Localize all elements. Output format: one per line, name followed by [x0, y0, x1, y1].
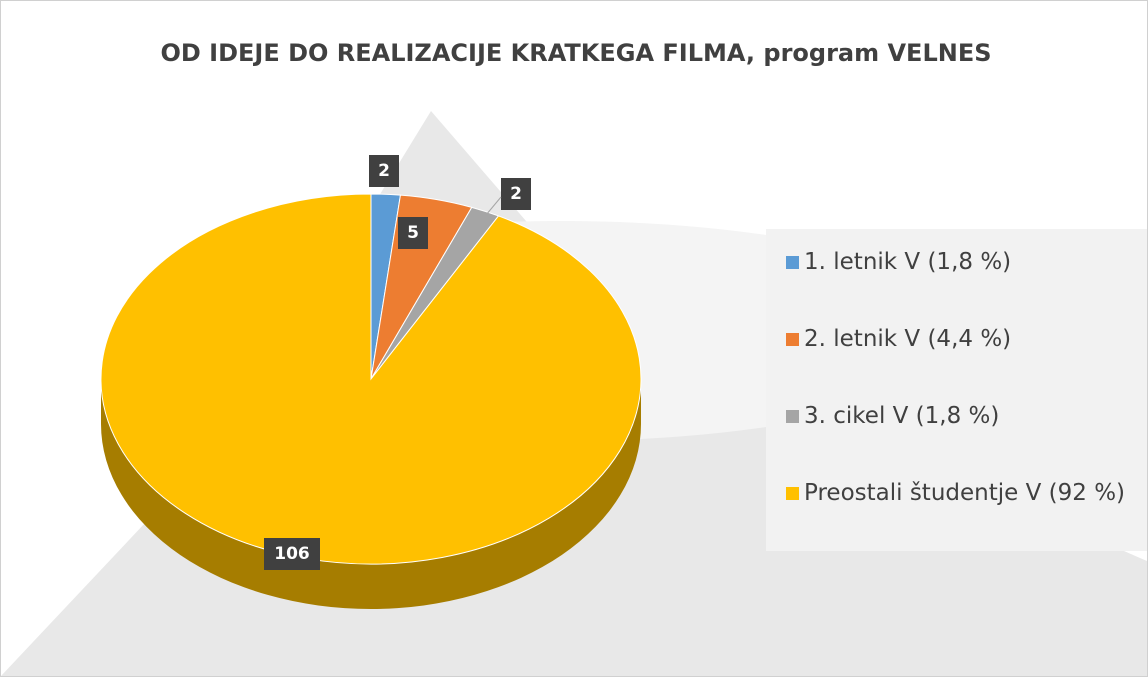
data-label-box — [264, 538, 320, 570]
slice-side — [101, 379, 641, 609]
legend-entry: 3. cikel V (1,8 %) — [786, 401, 1146, 431]
data-label: 5 — [407, 223, 419, 243]
data-label: 2 — [378, 161, 390, 181]
legend-entry: 2. letnik V (4,4 %) — [786, 324, 1146, 354]
legend-label: 3. cikel V (1,8 %) — [804, 403, 1000, 429]
legend-label: Preostali študentje V (92 %) — [804, 480, 1126, 506]
legend-label: 1. letnik V (1,8 %) — [804, 249, 1012, 275]
chart-title: OD IDEJE DO REALIZACIJE KRATKEGA FILMA, … — [160, 39, 992, 67]
legend-swatch — [786, 487, 799, 500]
legend-entry: Preostali študentje V (92 %) — [786, 478, 1146, 508]
legend-swatch — [786, 256, 799, 269]
legend: 1. letnik V (1,8 %) 2. letnik V (4,4 %) 3.… — [766, 229, 1147, 551]
legend-entry: 1. letnik V (1,8 %) — [786, 247, 1146, 277]
legend-swatch — [786, 333, 799, 346]
legend-label: 2. letnik V (4,4 %) — [804, 326, 1012, 352]
data-label-box — [398, 217, 428, 249]
slice — [100, 193, 642, 565]
data-label-box — [501, 178, 531, 210]
legend-swatch — [786, 410, 799, 423]
leader-line — [485, 196, 502, 216]
data-label: 106 — [274, 544, 310, 564]
data-label: 2 — [510, 184, 522, 204]
data-label-box — [369, 155, 399, 187]
